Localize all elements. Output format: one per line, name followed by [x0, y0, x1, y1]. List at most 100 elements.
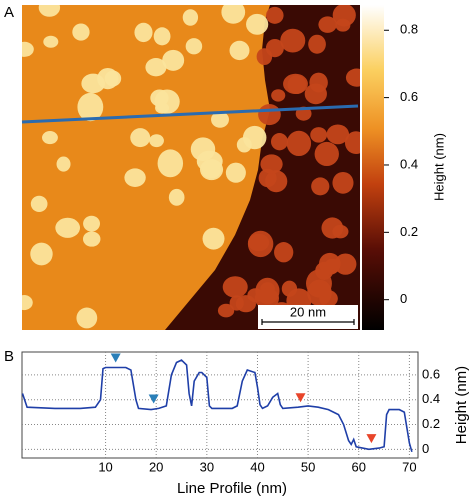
island — [242, 125, 267, 150]
colorbar-tick-label: 0.4 — [400, 156, 418, 171]
x-tick-label: 50 — [301, 459, 315, 474]
island — [310, 127, 328, 143]
marker — [295, 393, 306, 403]
island — [149, 134, 164, 148]
colorbar-tick-label: 0.6 — [400, 89, 418, 104]
island — [97, 67, 119, 90]
island — [82, 231, 101, 247]
island — [308, 34, 326, 54]
profile-line — [21, 104, 359, 124]
island — [311, 177, 330, 196]
afm-image — [22, 5, 360, 330]
island — [229, 295, 244, 311]
colorbar-tick-label: 0 — [400, 291, 407, 306]
island — [283, 73, 308, 95]
scale-bar-label: 20 nm — [290, 304, 326, 319]
island — [304, 83, 327, 105]
island — [162, 49, 185, 71]
island — [22, 295, 33, 311]
island — [22, 41, 34, 57]
island — [265, 170, 288, 193]
island — [344, 131, 360, 155]
island — [217, 303, 235, 318]
island — [150, 89, 169, 107]
island — [222, 276, 248, 298]
x-axis-label: Line Profile (nm) — [177, 480, 287, 497]
colorbar — [362, 5, 384, 330]
island — [270, 133, 288, 151]
colorbar-label: Height (nm) — [431, 133, 446, 201]
island — [314, 141, 339, 167]
y-tick-label: 0 — [422, 441, 429, 456]
marker — [110, 353, 121, 363]
island — [335, 18, 351, 32]
marker — [148, 394, 159, 404]
y-tick-label: 0.6 — [422, 366, 440, 381]
colorbar-tick-label: 0.8 — [400, 22, 418, 37]
island — [332, 171, 354, 194]
x-tick-label: 70 — [402, 459, 416, 474]
island — [225, 162, 246, 183]
island — [130, 128, 151, 148]
island — [38, 5, 61, 17]
y-tick-label: 0.4 — [422, 391, 440, 406]
island — [30, 195, 48, 212]
island — [134, 22, 153, 43]
island — [77, 92, 104, 122]
island — [258, 104, 281, 126]
island — [190, 137, 216, 162]
island — [185, 38, 203, 55]
island — [56, 156, 71, 172]
island — [254, 288, 280, 309]
island — [42, 131, 58, 145]
island — [168, 188, 185, 206]
island — [345, 68, 360, 87]
island — [76, 307, 98, 329]
island — [260, 154, 283, 174]
x-tick-label: 10 — [98, 459, 112, 474]
island — [182, 9, 199, 26]
scale-bar — [261, 319, 355, 325]
island — [211, 111, 229, 128]
marker — [366, 434, 377, 444]
island — [55, 217, 81, 238]
island — [274, 242, 294, 263]
y-axis-label: Height (nm) — [453, 366, 470, 444]
island — [271, 89, 286, 102]
island — [202, 227, 225, 250]
island — [124, 168, 146, 187]
x-tick-label: 60 — [352, 459, 366, 474]
island — [266, 6, 284, 24]
island — [326, 124, 350, 145]
colorbar-tick-label: 0.2 — [400, 224, 418, 239]
island — [155, 102, 170, 114]
island — [334, 253, 357, 275]
island — [315, 261, 334, 280]
panel-label: B — [4, 348, 14, 365]
island — [153, 27, 171, 46]
island — [318, 16, 337, 33]
island — [246, 13, 269, 35]
plot-frame — [21, 351, 419, 459]
island — [256, 48, 273, 66]
island — [145, 58, 167, 77]
island — [221, 5, 246, 24]
island — [332, 224, 349, 239]
profile — [21, 359, 413, 453]
panel-label: A — [4, 4, 14, 21]
island — [72, 23, 90, 41]
island — [43, 35, 59, 48]
island — [248, 233, 270, 252]
island — [30, 242, 53, 266]
y-tick-label: 0.2 — [422, 416, 440, 431]
x-tick-label: 30 — [200, 459, 214, 474]
island — [286, 130, 312, 157]
x-tick-label: 20 — [149, 459, 163, 474]
island — [229, 40, 250, 61]
island — [83, 215, 101, 232]
island — [157, 149, 184, 178]
scale-bar-box — [258, 305, 358, 329]
x-tick-label: 40 — [250, 459, 264, 474]
island — [280, 28, 306, 53]
